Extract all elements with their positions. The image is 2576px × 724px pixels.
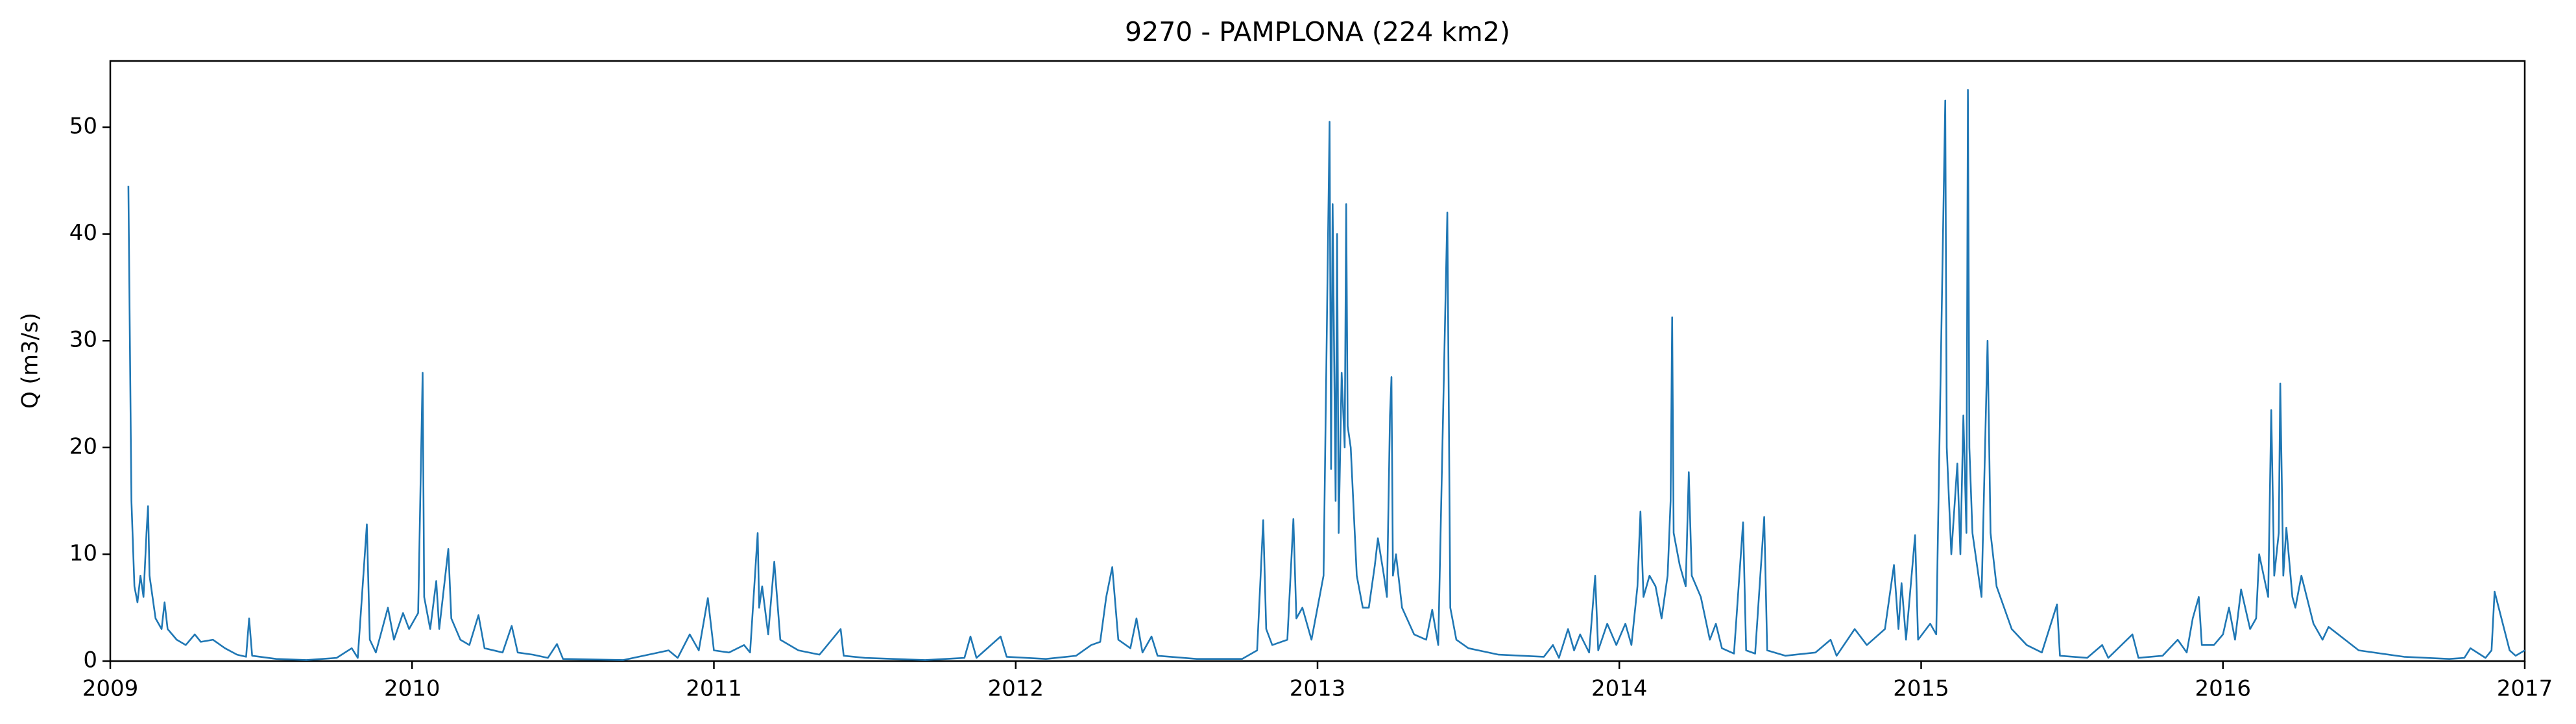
x-tick-label: 2016 [2195,676,2251,702]
y-tick-label: 20 [69,433,97,459]
chart-title: 9270 - PAMPLONA (224 km2) [1125,16,1510,47]
x-tick-label: 2009 [82,676,139,702]
x-tick-label: 2011 [686,676,742,702]
y-tick-label: 40 [69,220,97,246]
y-tick-label: 10 [69,540,97,566]
x-tick-label: 2015 [1893,676,1949,702]
x-tick-label: 2017 [2497,676,2553,702]
y-tick-label: 50 [69,114,97,139]
x-tick-label: 2013 [1290,676,1346,702]
y-tick-label: 30 [69,327,97,353]
plot-frame [109,60,2526,662]
y-tick-label: 0 [83,647,97,673]
x-tick-label: 2014 [1591,676,1648,702]
y-axis-label: Q (m3/s) [18,313,43,409]
x-tick-label: 2012 [987,676,1044,702]
data-line [127,89,2525,661]
x-tick-label: 2010 [384,676,440,702]
